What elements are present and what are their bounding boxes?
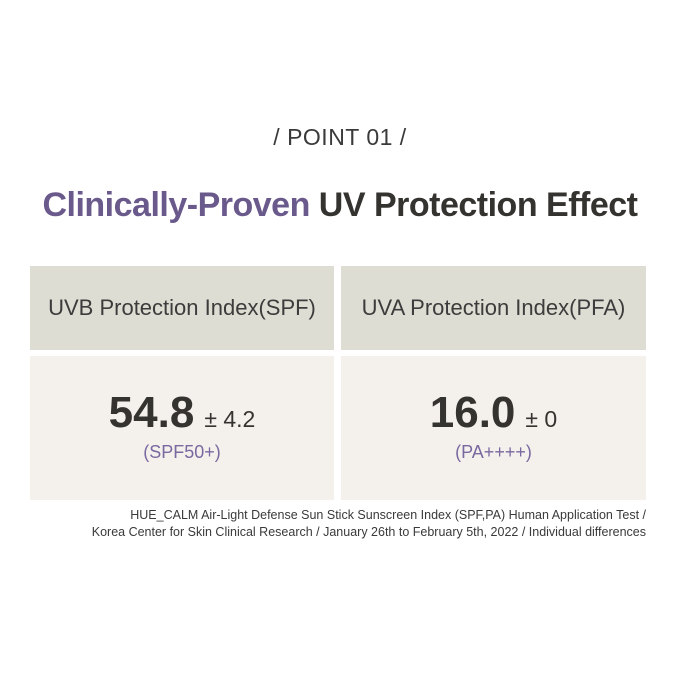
uvb-header: UVB Protection Index(SPF) bbox=[30, 266, 334, 350]
uva-grade: (PA++++) bbox=[455, 442, 532, 462]
uva-value-row: 16.0 ± 0 bbox=[341, 388, 646, 438]
point-label: / POINT 01 / bbox=[273, 124, 407, 150]
uva-header: UVA Protection Index(PFA) bbox=[341, 266, 646, 350]
headline-accent: Clinically-Proven bbox=[42, 186, 310, 224]
uvb-grade: (SPF50+) bbox=[143, 442, 221, 462]
headline-rest: UV Protection Effect bbox=[309, 186, 638, 224]
uva-deviation: ± 0 bbox=[525, 406, 558, 432]
uva-value: 16.0 bbox=[429, 388, 516, 437]
uva-result-cell: 16.0 ± 0 (PA++++) bbox=[341, 356, 646, 500]
uvb-value: 54.8 bbox=[108, 388, 195, 437]
uvb-value-row: 54.8 ± 4.2 bbox=[30, 388, 334, 438]
uvb-result-cell: 54.8 ± 4.2 (SPF50+) bbox=[30, 356, 334, 500]
footnote-line-2: Korea Center for Skin Clinical Research … bbox=[91, 525, 646, 539]
footnote-line-1: HUE_CALM Air-Light Defense Sun Stick Sun… bbox=[130, 508, 646, 522]
uvb-deviation: ± 4.2 bbox=[204, 406, 256, 432]
headline: Clinically-Proven UV Protection Effect bbox=[0, 186, 680, 225]
